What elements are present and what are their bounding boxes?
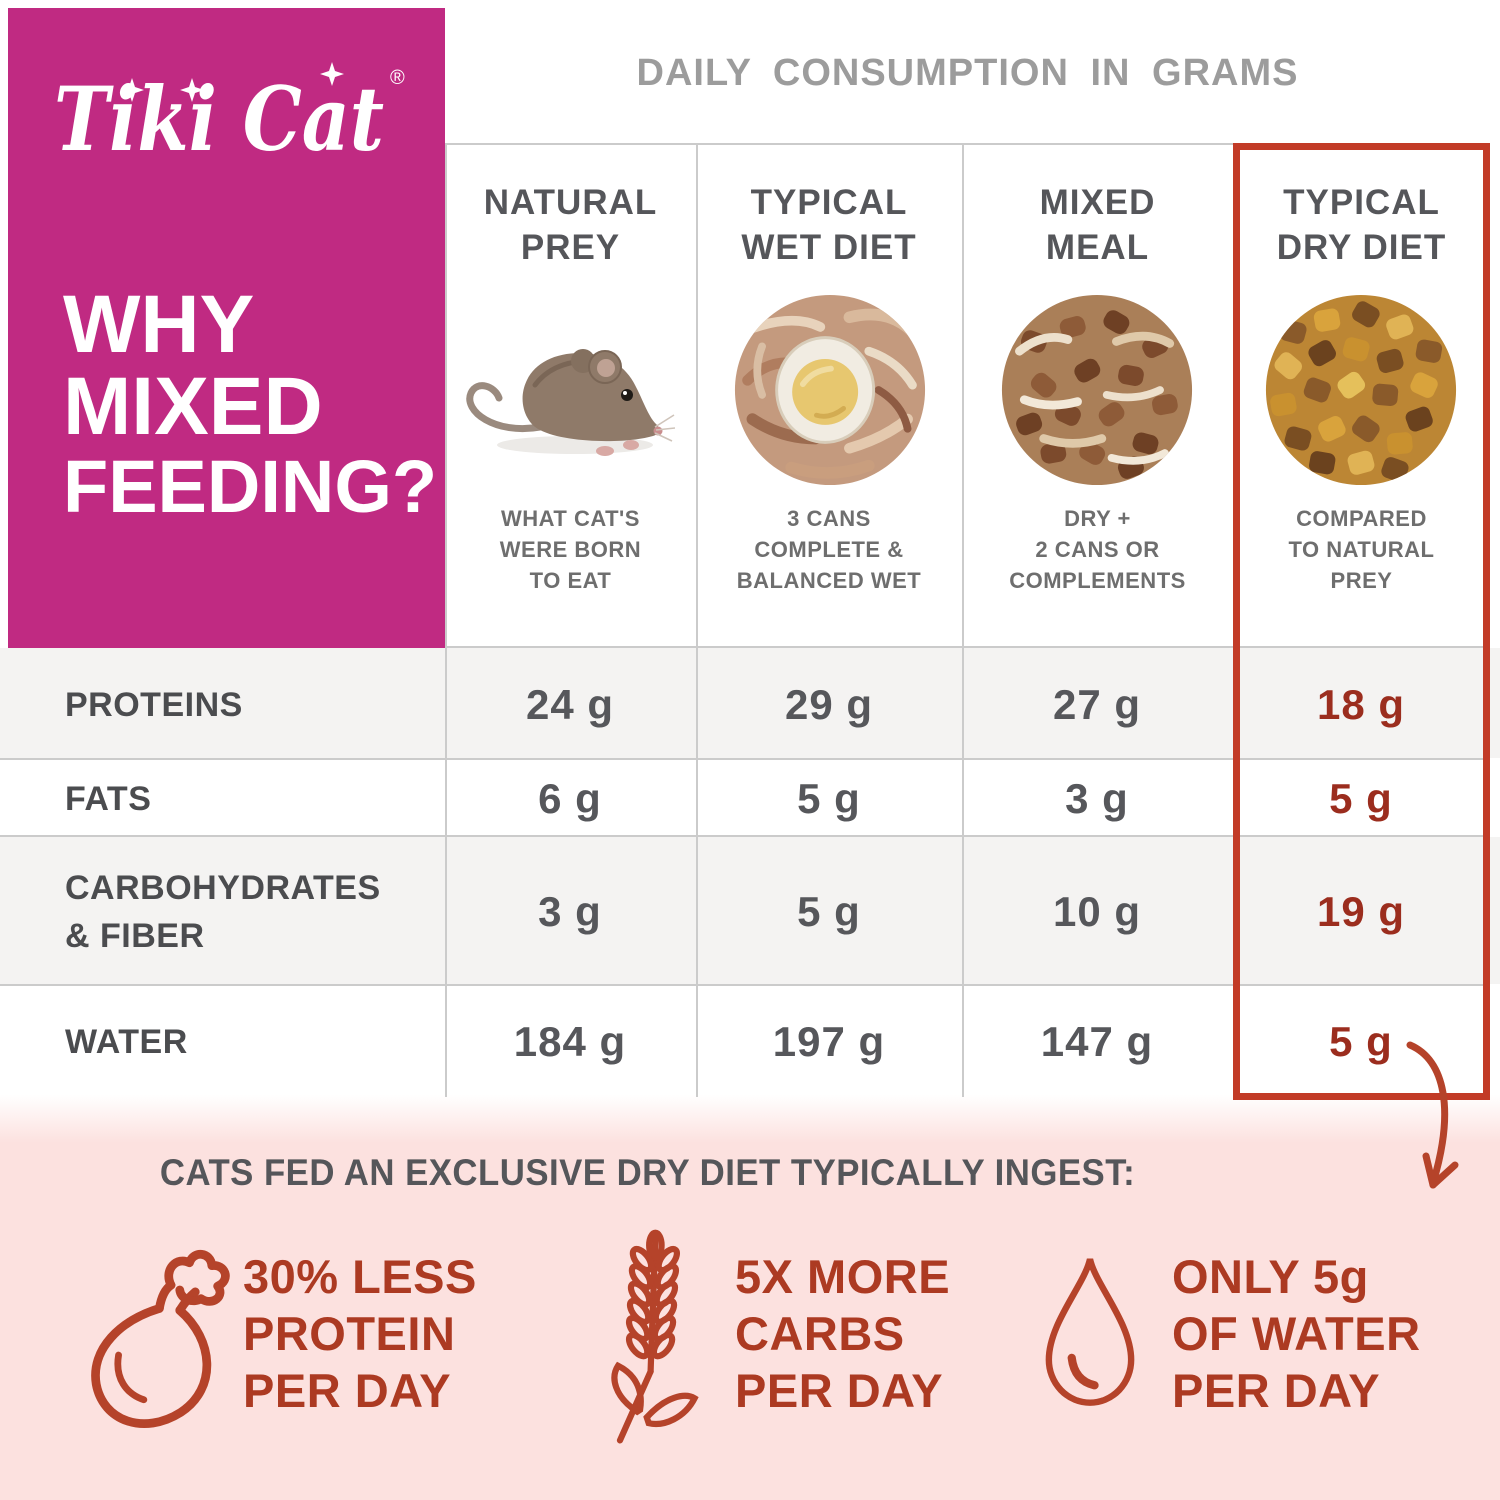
tiki-cat-logo: Tiki Cat ® [54, 62, 405, 171]
dry-kibble-pieces [1270, 301, 1443, 482]
footer-item-line: 30% LESS [243, 1250, 477, 1303]
grid-vline-2 [696, 143, 698, 1097]
footer-item-line: PROTEIN [243, 1307, 456, 1360]
row-label-fats: FATS [65, 780, 152, 818]
desc-line: TO EAT [529, 568, 612, 593]
column-header-line: TYPICAL [750, 183, 908, 222]
value-carbs-mixed-meal: 10 g [1052, 888, 1142, 935]
footer-item-line: ONLY 5g [1172, 1250, 1369, 1303]
column-header-line: MEAL [1045, 228, 1150, 267]
value-carbs-dry-diet: 19 g [1316, 888, 1406, 935]
headline-line-3: FEEDING? [63, 445, 438, 528]
value-fats-wet-diet: 5 g [797, 775, 861, 822]
row-label-line: CARBOHYDRATES [65, 869, 381, 907]
value-fats-dry-diet: 5 g [1329, 775, 1393, 822]
column-header-line: NATURAL [483, 183, 658, 222]
mouse-photo [466, 349, 675, 456]
desc-line: WHAT CAT'S [501, 506, 640, 531]
footer-item-line: 5X MORE [735, 1250, 951, 1303]
desc-line: WERE BORN [499, 537, 642, 562]
value-fats-natural-prey: 6 g [538, 775, 602, 822]
grid-hline-row1 [0, 758, 1490, 760]
footer-item-line: CARBS [735, 1307, 905, 1360]
column-header-line: WET DIET [741, 228, 917, 267]
row-label-carbohydrates: CARBOHYDRATES & FIBER [65, 864, 381, 960]
column-header-line: DRY DIET [1276, 228, 1447, 267]
desc-line: COMPLEMENTS [1009, 568, 1186, 593]
row-label-line: & FIBER [65, 917, 205, 955]
column-desc-wet-diet: 3 CANS COMPLETE & BALANCED WET [696, 503, 962, 596]
value-water-dry-diet: 5 g [1329, 1018, 1393, 1065]
curved-arrow-icon [1406, 1041, 1459, 1189]
footer-item-line: PER DAY [243, 1364, 452, 1417]
footer-item-line: OF WATER [1172, 1307, 1421, 1360]
value-proteins-natural-prey: 24 g [525, 681, 615, 728]
desc-line: 3 CANS [787, 506, 871, 531]
column-desc-mixed-meal: DRY + 2 CANS OR COMPLEMENTS [962, 503, 1233, 596]
grid-hline-header [445, 646, 1490, 648]
wheat-icon [595, 1228, 710, 1453]
value-water-wet-diet: 197 g [772, 1018, 886, 1065]
footer-item-line: PER DAY [735, 1364, 944, 1417]
value-proteins-dry-diet: 18 g [1316, 681, 1406, 728]
value-proteins-mixed-meal: 27 g [1052, 681, 1142, 728]
value-water-natural-prey: 184 g [513, 1018, 627, 1065]
footer-item-water: ONLY 5g OF WATER PER DAY [1172, 1248, 1421, 1419]
drumstick-icon [70, 1240, 240, 1445]
value-fats-mixed-meal: 3 g [1065, 775, 1129, 822]
desc-line: TO NATURAL [1288, 537, 1435, 562]
logo-text: Tiki Cat [54, 67, 384, 171]
mixed-shred-pieces [1015, 331, 1175, 465]
headline-line-1: WHY [63, 279, 255, 370]
value-water-mixed-meal: 147 g [1040, 1018, 1154, 1065]
mouse-whiskers [654, 414, 675, 442]
column-header-wet-diet: TYPICAL WET DIET [696, 180, 962, 270]
column-header-line: TYPICAL [1283, 183, 1440, 222]
footer-heading: CATS FED AN EXCLUSIVE DRY DIET TYPICALLY… [159, 1152, 1136, 1193]
value-carbs-natural-prey: 3 g [538, 888, 602, 935]
desc-line: COMPARED [1296, 506, 1427, 531]
column-desc-natural-prey: WHAT CAT'S WERE BORN TO EAT [445, 503, 696, 596]
footer-item-line: PER DAY [1172, 1364, 1381, 1417]
mixed-food-photo [1001, 294, 1193, 486]
footer-background [0, 1143, 1500, 1500]
dry-diet-highlight-box [1233, 143, 1490, 1100]
grid-vline-1 [445, 143, 447, 1097]
table-title: DAILY CONSUMPTION IN GRAMS [636, 52, 1299, 94]
column-header-line: MIXED [1039, 183, 1156, 222]
row-stripe-proteins [0, 648, 1500, 758]
headline-line-2: MIXED [63, 361, 323, 452]
grid-hline-top [445, 143, 1490, 145]
logo-registered-mark: ® [390, 67, 405, 89]
dry-kibble-photo [1265, 294, 1457, 486]
desc-line: PREY [1330, 568, 1393, 593]
column-header-mixed-meal: MIXED MEAL [962, 180, 1233, 270]
grid-hline-row3 [0, 984, 1490, 986]
grid-hline-row2 [0, 835, 1490, 837]
grid-vline-3 [962, 143, 964, 1097]
column-desc-dry-diet: COMPARED TO NATURAL PREY [1233, 503, 1490, 596]
row-stripe-carbs [0, 837, 1500, 984]
logo-sparkle-stars [120, 62, 344, 102]
desc-line: 2 CANS OR [1035, 537, 1160, 562]
brand-panel: Tiki Cat ® WHY MIXED FEEDING? [8, 8, 445, 648]
desc-line: BALANCED WET [736, 568, 922, 593]
value-proteins-wet-diet: 29 g [784, 681, 874, 728]
row-label-proteins: PROTEINS [65, 686, 243, 724]
row-label-water: WATER [65, 1023, 188, 1061]
column-header-natural-prey: NATURAL PREY [445, 180, 696, 270]
table-to-footer-gradient [0, 1095, 1500, 1143]
water-drop-icon [1030, 1250, 1150, 1415]
footer-item-protein: 30% LESS PROTEIN PER DAY [243, 1248, 477, 1419]
footer-item-carbs: 5X MORE CARBS PER DAY [735, 1248, 950, 1419]
column-header-dry-diet: TYPICAL DRY DIET [1233, 180, 1490, 270]
value-carbs-wet-diet: 5 g [797, 888, 861, 935]
desc-line: COMPLETE & [754, 537, 904, 562]
column-header-line: PREY [520, 228, 621, 267]
desc-line: DRY + [1064, 506, 1131, 531]
wet-food-photo [734, 294, 926, 486]
